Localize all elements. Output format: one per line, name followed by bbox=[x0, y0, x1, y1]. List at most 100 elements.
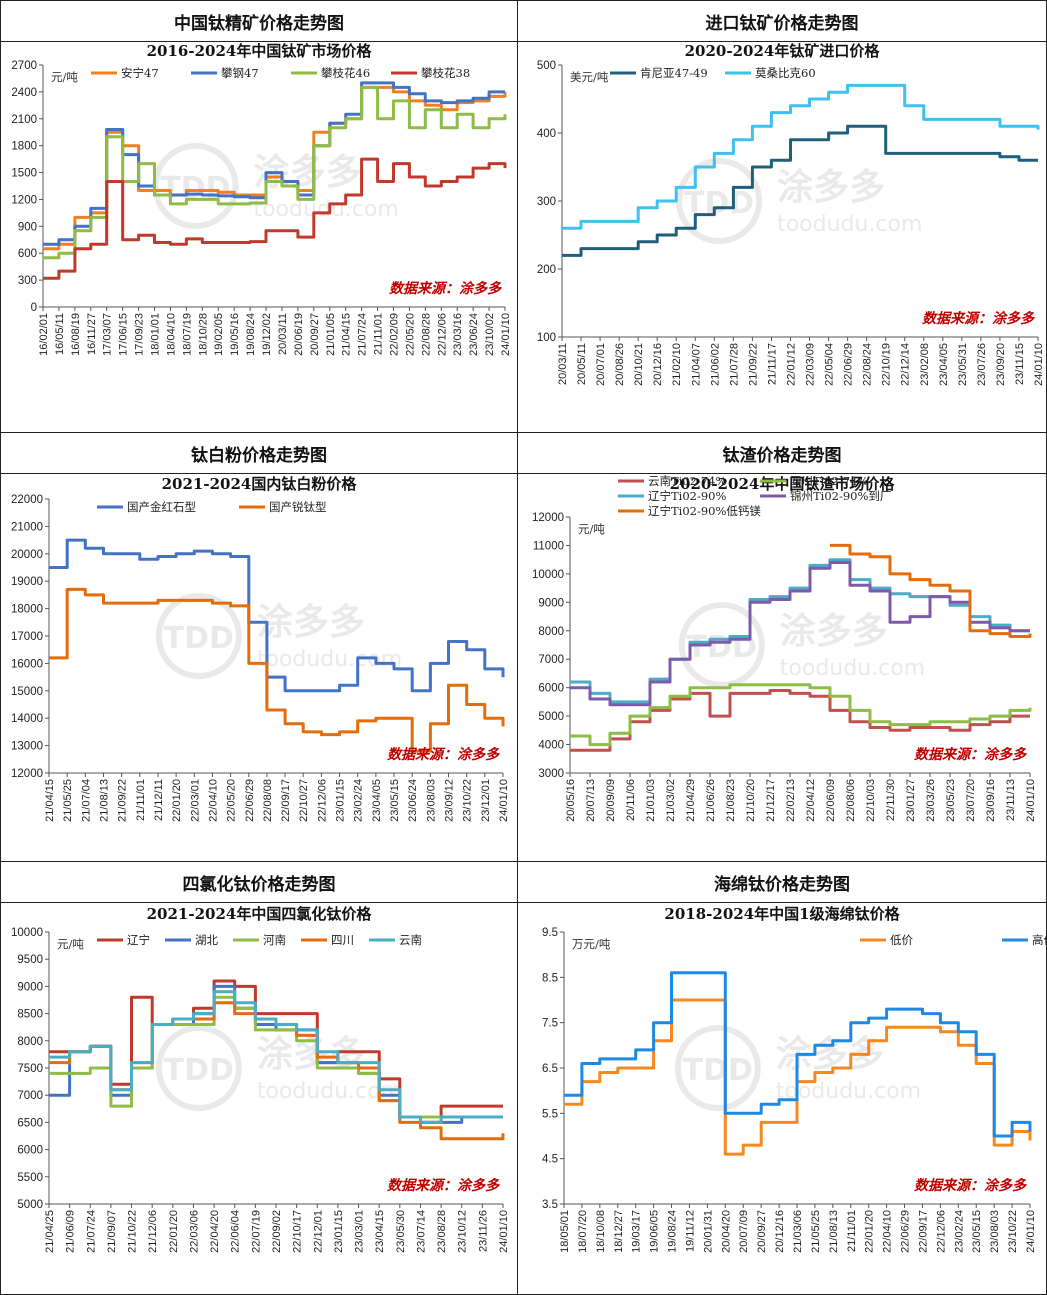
y-tick-label: 9500 bbox=[17, 954, 43, 966]
y-tick-label: 11000 bbox=[533, 540, 564, 552]
watermark-logo-ring bbox=[155, 593, 242, 679]
legend-label: 莫桑比克60 bbox=[755, 66, 816, 80]
legend-item: 辽宁Ti02-90% bbox=[618, 489, 727, 503]
y-tick-label: 300 bbox=[537, 196, 556, 208]
x-tick-label: 19/03/17 bbox=[631, 1210, 643, 1253]
panel-header: 中国钛精矿价格走势图 bbox=[1, 1, 517, 42]
y-tick-label: 7000 bbox=[538, 654, 564, 666]
x-tick-label: 20/05/16 bbox=[565, 779, 577, 822]
x-tick-label: 20/03/11 bbox=[557, 343, 569, 385]
x-tick-label: 22/01/20 bbox=[168, 1210, 180, 1253]
x-tick-label: 22/04/20 bbox=[209, 1210, 221, 1253]
legend-item: 安宁47 bbox=[91, 66, 159, 80]
panel-header: 进口钛矿价格走势图 bbox=[518, 1, 1046, 42]
panel-header: 四氯化钛价格走势图 bbox=[1, 862, 517, 903]
x-tick-label: 20/09/09 bbox=[605, 779, 617, 822]
x-tick-label: 22/04/12 bbox=[805, 779, 817, 822]
watermark-domain: toodudu.com bbox=[776, 1079, 921, 1104]
chart-title: 2016-2024年中国钛矿市场价格 bbox=[147, 42, 373, 60]
watermark-logo-text: TDD bbox=[683, 1053, 753, 1088]
x-tick-label: 20/01/31 bbox=[702, 1210, 714, 1253]
legend-label: 四川Ti02-74% bbox=[790, 474, 869, 488]
panel-imported-ore: 进口钛矿价格走势图 TDD 涂多多 toodudu.com 2020-2024年钛矿进… bbox=[517, 0, 1047, 433]
x-tick-label: 23/05/23 bbox=[945, 779, 957, 822]
x-tick-label: 21/12/17 bbox=[765, 779, 777, 822]
x-tick-label: 18/10/08 bbox=[595, 1210, 607, 1253]
watermark-domain: toodudu.com bbox=[780, 656, 925, 681]
x-tick-label: 17/06/15 bbox=[118, 313, 130, 356]
unit-label: 元/吨 bbox=[578, 522, 605, 536]
series-line bbox=[562, 83, 1040, 230]
legend-label: 低价 bbox=[890, 933, 913, 947]
x-tick-label: 19/06/05 bbox=[649, 1210, 661, 1253]
legend-label: 云南 bbox=[399, 933, 422, 947]
x-tick-label: 18/04/10 bbox=[165, 313, 177, 356]
watermark-logo-ring bbox=[676, 158, 763, 244]
legend-item: 肯尼亚47-49 bbox=[610, 66, 708, 80]
y-tick-label: 3000 bbox=[538, 768, 564, 780]
x-tick-label: 21/05/25 bbox=[810, 1210, 822, 1253]
x-tick-label: 21/04/15 bbox=[44, 779, 56, 822]
x-tick-label: 22/06/29 bbox=[843, 343, 855, 386]
legend-item: 辽宁Ti02-90%低钙镁 bbox=[618, 504, 761, 518]
x-tick-label: 21/11/17 bbox=[766, 343, 778, 385]
watermark-domain: toodudu.com bbox=[253, 197, 398, 222]
x-tick-label: 19/12/02 bbox=[261, 313, 273, 356]
x-tick-label: 23/03/16 bbox=[452, 313, 464, 356]
y-tick-label: 9.5 bbox=[542, 927, 558, 939]
series-line bbox=[562, 124, 1038, 257]
x-tick-label: 20/12/16 bbox=[774, 1210, 786, 1253]
x-tick-label: 22/05/20 bbox=[404, 313, 416, 356]
x-tick-label: 22/09/17 bbox=[917, 1210, 929, 1253]
y-tick-label: 10000 bbox=[532, 569, 564, 581]
legend-label: 辽宁 bbox=[127, 933, 150, 947]
legend-label: 云南Ti02-74% bbox=[648, 474, 727, 488]
y-tick-label: 4.5 bbox=[542, 1154, 558, 1166]
y-tick-label: 16000 bbox=[11, 658, 43, 670]
x-tick-label: 21/04/07 bbox=[690, 343, 702, 386]
x-tick-label: 23/03/26 bbox=[925, 779, 937, 822]
x-tick-label: 22/10/19 bbox=[881, 343, 893, 386]
x-tick-label: 16/05/11 bbox=[54, 313, 66, 355]
legend-label: 攀钢47 bbox=[221, 66, 259, 80]
x-tick-label: 19/08/24 bbox=[667, 1210, 679, 1253]
x-tick-label: 19/02/05 bbox=[213, 313, 225, 356]
x-tick-label: 23/05/30 bbox=[395, 1210, 407, 1253]
x-tick-label: 21/05/25 bbox=[62, 779, 74, 822]
x-tick-label: 24/01/10 bbox=[500, 313, 512, 356]
legend-item: 辽宁 bbox=[97, 933, 150, 947]
watermark-brand: 涂多多 bbox=[780, 611, 888, 652]
x-tick-label: 22/06/29 bbox=[244, 779, 256, 822]
watermark-logo-text: TDD bbox=[164, 1053, 234, 1088]
y-tick-label: 6000 bbox=[538, 683, 564, 695]
legend-item: 云南 bbox=[369, 933, 422, 947]
x-tick-label: 21/11/01 bbox=[373, 313, 385, 355]
x-tick-label: 23/02/24 bbox=[353, 779, 365, 822]
x-tick-label: 16/08/19 bbox=[70, 313, 82, 356]
x-tick-label: 21/08/23 bbox=[725, 779, 737, 822]
x-tick-label: 20/07/13 bbox=[585, 779, 597, 822]
x-tick-label: 23/11/13 bbox=[1005, 779, 1017, 821]
x-tick-label: 23/02/24 bbox=[953, 1210, 965, 1253]
chart-title: 2018-2024年中国1级海绵钛价格 bbox=[664, 905, 900, 923]
x-tick-label: 22/08/06 bbox=[845, 779, 857, 822]
y-tick-label: 7000 bbox=[17, 1090, 43, 1102]
x-tick-label: 22/02/09 bbox=[388, 313, 400, 356]
source-note: 数据来源：涂多多 bbox=[914, 746, 1027, 763]
panel-titanium-concentrate: 中国钛精矿价格走势图 TDD 涂多多 toodudu.com 2016-2024年中国… bbox=[0, 0, 518, 433]
series-line bbox=[564, 971, 1032, 1138]
x-tick-label: 22/12/01 bbox=[312, 1210, 324, 1253]
x-tick-label: 22/08/24 bbox=[862, 343, 874, 386]
x-tick-label: 21/09/07 bbox=[106, 1210, 118, 1253]
y-tick-label: 10000 bbox=[11, 927, 43, 939]
x-tick-label: 19/11/12 bbox=[684, 1210, 696, 1252]
x-tick-label: 16/11/27 bbox=[86, 313, 98, 355]
series-line bbox=[43, 85, 507, 260]
x-tick-label: 23/06/24 bbox=[468, 313, 480, 356]
x-tick-label: 21/02/10 bbox=[671, 343, 683, 386]
watermark-logo-ring bbox=[155, 1025, 242, 1111]
y-tick-label: 13000 bbox=[11, 741, 43, 753]
chart-title: 2020-2024年中国钛渣市场价格 bbox=[670, 475, 896, 493]
